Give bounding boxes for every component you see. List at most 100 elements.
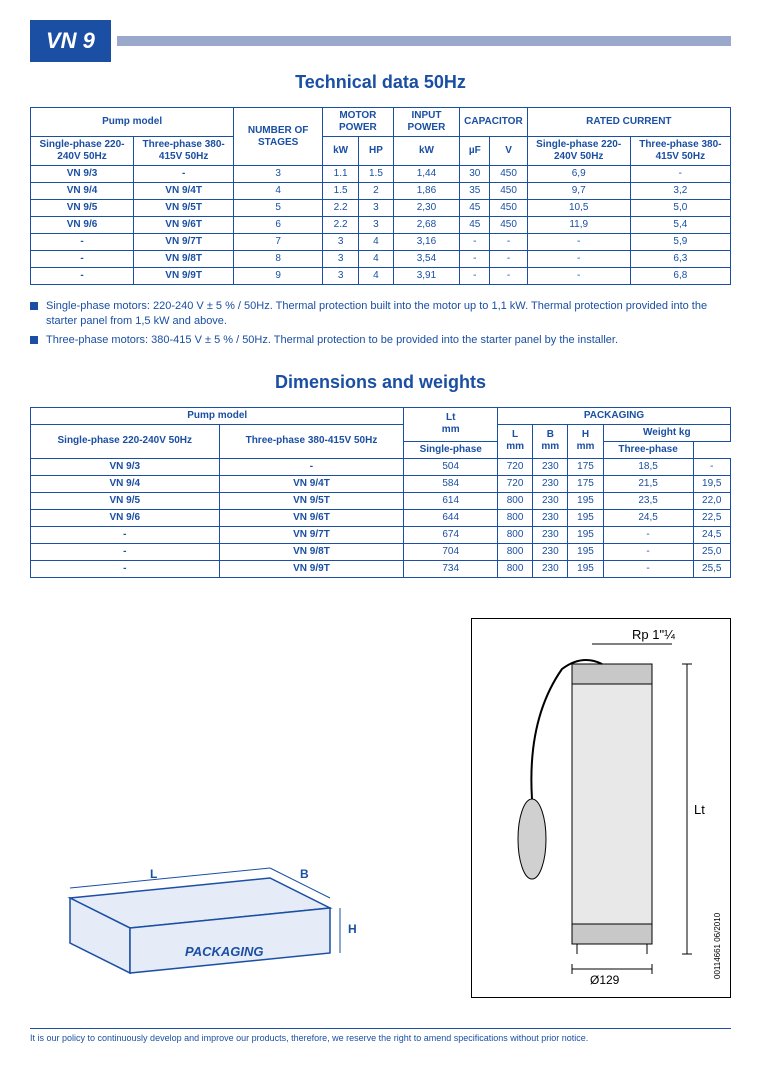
l-label: L bbox=[150, 867, 157, 881]
header-bar bbox=[117, 36, 731, 46]
cell: VN 9/5T bbox=[219, 492, 404, 509]
cell: - bbox=[527, 251, 630, 268]
cell: 30 bbox=[460, 166, 490, 183]
cell: 5,9 bbox=[630, 234, 730, 251]
th-sp: Single-phase 220-240V 50Hz bbox=[31, 137, 134, 166]
cell: 720 bbox=[498, 458, 533, 475]
table-row: -VN 9/8T8343,54---6,3 bbox=[31, 251, 731, 268]
cell: VN 9/6 bbox=[31, 217, 134, 234]
th-stages: NUMBER OF STAGES bbox=[234, 108, 323, 166]
cell: VN 9/3 bbox=[31, 458, 220, 475]
note-2: Three-phase motors: 380-415 V ± 5 % / 50… bbox=[30, 333, 731, 348]
cell: - bbox=[603, 560, 693, 577]
th-capacitor: CAPACITOR bbox=[460, 108, 528, 137]
cell: - bbox=[490, 234, 527, 251]
cell: - bbox=[460, 268, 490, 285]
th2-l: Lmm bbox=[498, 424, 533, 458]
cell: 6 bbox=[234, 217, 323, 234]
cell: 6,8 bbox=[630, 268, 730, 285]
cell: 6,3 bbox=[630, 251, 730, 268]
cell: 614 bbox=[404, 492, 498, 509]
cell: VN 9/5 bbox=[31, 492, 220, 509]
cell: 195 bbox=[568, 492, 603, 509]
th2-packaging: PACKAGING bbox=[498, 407, 731, 424]
cell: 1.5 bbox=[323, 183, 359, 200]
pump-diagram: Rp 1"¼ Lt Ø129 00114661 06/2010 bbox=[471, 618, 731, 998]
th-uf: µF bbox=[460, 137, 490, 166]
cell: 3 bbox=[359, 217, 394, 234]
cell: VN 9/4 bbox=[31, 183, 134, 200]
dimensions-table: Pump model Ltmm PACKAGING Single-phase 2… bbox=[30, 407, 731, 578]
cell: 24,5 bbox=[693, 526, 730, 543]
cell: 22,5 bbox=[693, 509, 730, 526]
rp-label: Rp 1"¼ bbox=[632, 627, 675, 642]
cell: 674 bbox=[404, 526, 498, 543]
th2-pump-model: Pump model bbox=[31, 407, 404, 424]
cell: 4 bbox=[234, 183, 323, 200]
th2-wtp: Three-phase bbox=[603, 441, 693, 458]
cell: 25,0 bbox=[693, 543, 730, 560]
cell: VN 9/9T bbox=[134, 268, 234, 285]
cell: 3 bbox=[323, 268, 359, 285]
cell: - bbox=[134, 166, 234, 183]
th-hp: HP bbox=[359, 137, 394, 166]
cell: VN 9/8T bbox=[219, 543, 404, 560]
cell: 195 bbox=[568, 526, 603, 543]
th-rated-current: RATED CURRENT bbox=[527, 108, 730, 137]
cell: VN 9/9T bbox=[219, 560, 404, 577]
cell: - bbox=[31, 526, 220, 543]
cell: VN 9/7T bbox=[219, 526, 404, 543]
cell: 5,0 bbox=[630, 200, 730, 217]
cell: 3,16 bbox=[393, 234, 459, 251]
cell: 22,0 bbox=[693, 492, 730, 509]
cell: 4 bbox=[359, 234, 394, 251]
cell: 25,5 bbox=[693, 560, 730, 577]
cell: 2.2 bbox=[323, 200, 359, 217]
h-label: H bbox=[348, 922, 357, 936]
cell: 175 bbox=[568, 458, 603, 475]
cell: 230 bbox=[533, 526, 568, 543]
table-row: VN 9/5VN 9/5T52.232,304545010,55,0 bbox=[31, 200, 731, 217]
footer: It is our policy to continuously develop… bbox=[30, 1028, 731, 1043]
th2-b: Bmm bbox=[533, 424, 568, 458]
cell: - bbox=[31, 234, 134, 251]
th2-lt: Ltmm bbox=[404, 407, 498, 441]
b-label: B bbox=[300, 867, 309, 881]
cell: 195 bbox=[568, 560, 603, 577]
technical-data-table: Pump model NUMBER OF STAGES MOTOR POWER … bbox=[30, 107, 731, 285]
cell: 4 bbox=[359, 268, 394, 285]
lt-label: Lt bbox=[694, 802, 705, 817]
cell: - bbox=[31, 560, 220, 577]
th-motor-power: MOTOR POWER bbox=[323, 108, 394, 137]
cell: 10,5 bbox=[527, 200, 630, 217]
cell: VN 9/4 bbox=[31, 475, 220, 492]
cell: 21,5 bbox=[603, 475, 693, 492]
cell: - bbox=[693, 458, 730, 475]
cell: 3,91 bbox=[393, 268, 459, 285]
cell: 2.2 bbox=[323, 217, 359, 234]
cell: 18,5 bbox=[603, 458, 693, 475]
cell: 584 bbox=[404, 475, 498, 492]
cell: - bbox=[31, 268, 134, 285]
cell: 6,9 bbox=[527, 166, 630, 183]
cell: VN 9/3 bbox=[31, 166, 134, 183]
table-row: -VN 9/9T734800230195-25,5 bbox=[31, 560, 731, 577]
cell: - bbox=[490, 251, 527, 268]
cell: - bbox=[603, 526, 693, 543]
cell: 175 bbox=[568, 475, 603, 492]
cell: - bbox=[527, 268, 630, 285]
cell: 23,5 bbox=[603, 492, 693, 509]
table-row: VN 9/3-50472023017518,5- bbox=[31, 458, 731, 475]
cell: 230 bbox=[533, 509, 568, 526]
th-rsp: Single-phase 220-240V 50Hz bbox=[527, 137, 630, 166]
table-row: VN 9/3-31.11.51,44304506,9- bbox=[31, 166, 731, 183]
cell: 734 bbox=[404, 560, 498, 577]
doc-code: 00114661 06/2010 bbox=[713, 912, 722, 979]
cell: 3 bbox=[323, 234, 359, 251]
cell: 800 bbox=[498, 492, 533, 509]
table-row: VN 9/5VN 9/5T61480023019523,522,0 bbox=[31, 492, 731, 509]
cell: VN 9/7T bbox=[134, 234, 234, 251]
page-header: VN 9 bbox=[30, 20, 731, 62]
cell: - bbox=[31, 251, 134, 268]
cell: 35 bbox=[460, 183, 490, 200]
